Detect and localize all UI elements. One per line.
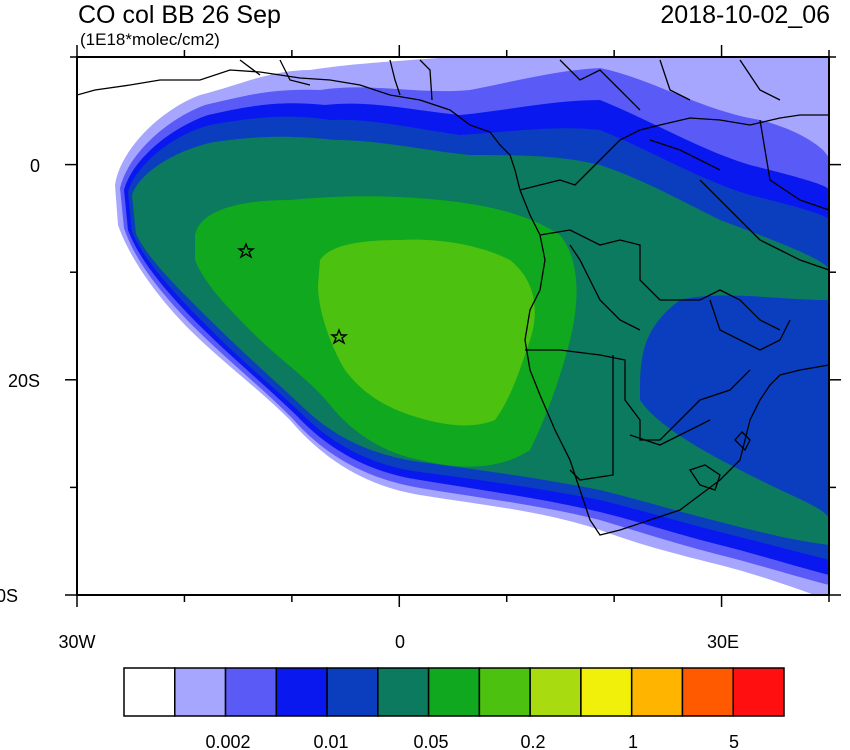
colorbar-swatch <box>427 667 481 717</box>
colorbar-swatch <box>630 667 684 717</box>
colorbar-swatch <box>377 667 430 717</box>
coastlines-and-borders <box>77 59 829 536</box>
colorbar-label-0.2: 0.2 <box>520 732 545 750</box>
colorbar-swatch <box>580 667 633 717</box>
colorbar-label-1: 1 <box>628 732 638 750</box>
units-label: (1E18*molec/cm2) <box>80 30 220 49</box>
colorbar-swatch <box>123 667 176 717</box>
star-marker-2 <box>329 328 349 345</box>
colorbar-swatch <box>224 667 278 717</box>
y-tick-0: 0 <box>30 156 40 176</box>
colorbar-labels: 0.002 0.01 0.05 0.2 1 5 <box>205 732 739 750</box>
axis-ticks <box>65 45 841 607</box>
plot-frame <box>76 56 830 596</box>
y-tick-20s: 20S <box>8 371 40 391</box>
colorbar-swatch <box>478 667 531 717</box>
plume-0.2 <box>318 239 535 426</box>
colorbar-label-0.002: 0.002 <box>205 732 250 750</box>
colorbar-swatch <box>681 667 734 717</box>
colorbar-swatch <box>529 667 582 717</box>
colorbar <box>123 667 785 717</box>
colorbar-swatch <box>732 667 785 717</box>
colorbar-swatch <box>326 667 379 717</box>
datetime-label: 2018-10-02_06 <box>660 1 830 29</box>
x-tick-30e: 30E <box>707 632 739 652</box>
map-title: CO col BB 26 Sep <box>78 1 281 29</box>
star-marker-1 <box>236 242 256 259</box>
y-tick-40s: 40S <box>0 586 18 606</box>
colorbar-swatch <box>275 667 328 717</box>
plume-layers <box>115 57 829 595</box>
colorbar-label-0.05: 0.05 <box>413 732 448 750</box>
x-tick-30w: 30W <box>58 632 95 652</box>
colorbar-label-5: 5 <box>729 732 739 750</box>
colorbar-label-0.01: 0.01 <box>313 732 348 750</box>
x-tick-0: 0 <box>395 632 405 652</box>
colorbar-swatch <box>174 667 227 717</box>
